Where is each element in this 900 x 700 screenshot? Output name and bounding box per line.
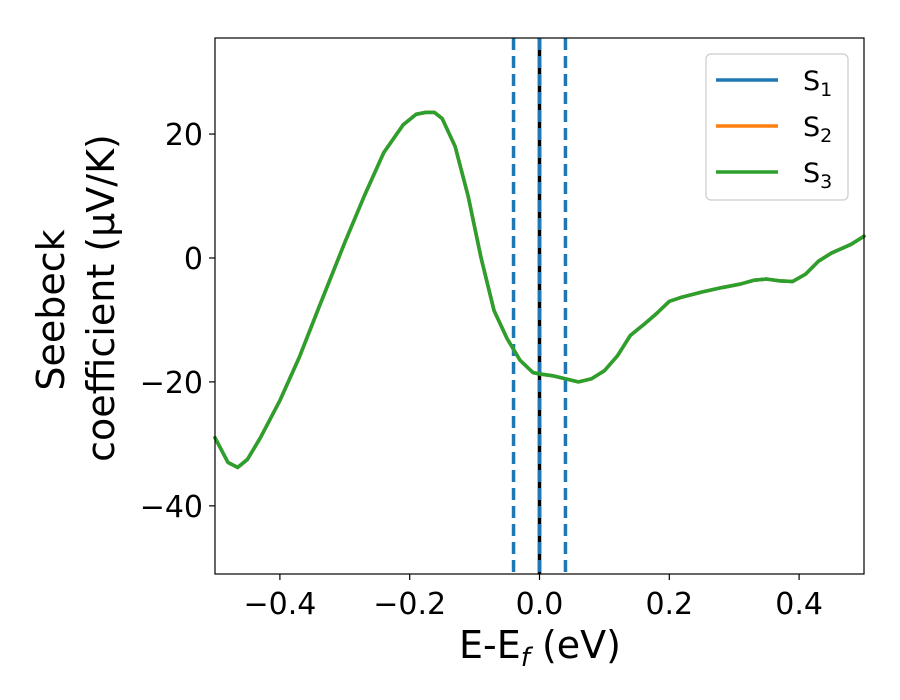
y-tick-label: 20	[165, 118, 203, 153]
legend: S1 S2 S3	[705, 53, 849, 201]
x-axis-label: E-Ef (eV)	[459, 623, 621, 673]
legend-label-s2: S2	[803, 112, 832, 147]
vertical-reference-lines	[511, 38, 568, 574]
x-axis-ticks: −0.4 −0.2 0.0 0.2 0.4	[243, 574, 823, 622]
x-tick-label: 0.0	[516, 587, 564, 622]
legend-label-s1: S1	[803, 66, 832, 101]
series-line-s3	[213, 110, 866, 470]
y-tick-label: −40	[140, 490, 203, 525]
legend-label-s3: S3	[803, 158, 832, 193]
y-axis-label-line1: Seebeck	[29, 229, 73, 390]
data-curves	[213, 110, 866, 470]
y-tick-label: 0	[184, 242, 203, 277]
x-tick-label: 0.2	[645, 587, 693, 622]
x-axis-label-tail: (eV)	[530, 623, 621, 667]
x-axis-label-base: E-E	[459, 623, 521, 667]
y-axis-label-line2: coefficient (μV/K)	[79, 134, 123, 462]
x-tick-label: 0.4	[775, 587, 823, 622]
x-tick-label: −0.2	[373, 587, 446, 622]
y-tick-label: −20	[140, 366, 203, 401]
x-tick-label: −0.4	[243, 587, 316, 622]
y-axis-ticks: −40 −20 0 20	[140, 118, 215, 525]
